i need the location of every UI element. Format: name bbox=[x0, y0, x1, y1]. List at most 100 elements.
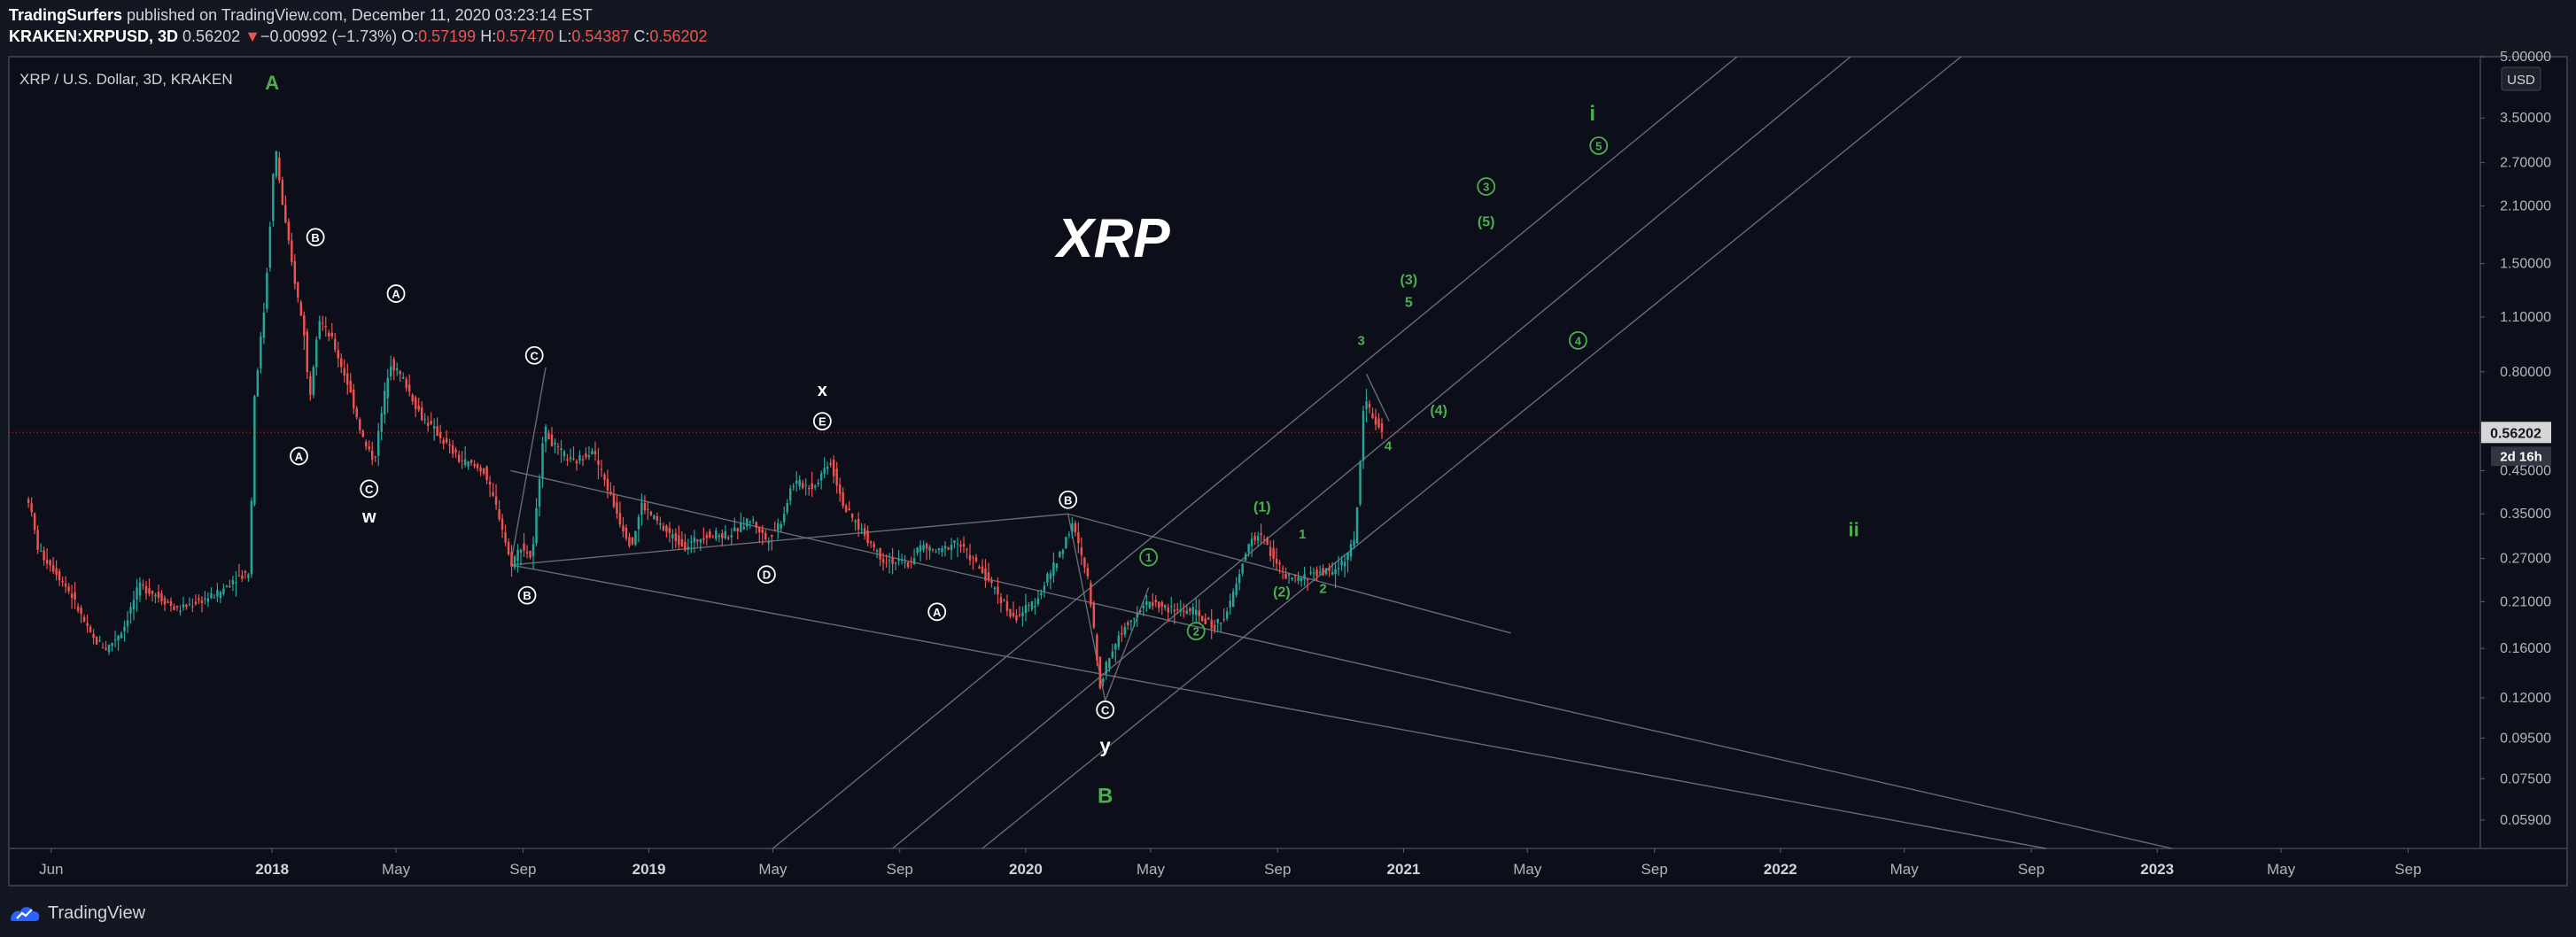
candle[interactable] bbox=[928, 546, 931, 551]
candle[interactable] bbox=[167, 601, 169, 603]
candle[interactable] bbox=[777, 523, 780, 531]
candle[interactable] bbox=[606, 478, 609, 491]
candle[interactable] bbox=[1061, 550, 1065, 554]
candle[interactable] bbox=[1074, 523, 1077, 532]
candle[interactable] bbox=[160, 592, 163, 601]
candle[interactable] bbox=[550, 434, 554, 446]
candle[interactable] bbox=[1036, 598, 1040, 604]
candle[interactable] bbox=[1377, 418, 1380, 428]
candle[interactable] bbox=[925, 543, 928, 549]
candle[interactable] bbox=[804, 484, 807, 486]
candle[interactable] bbox=[306, 331, 309, 373]
candle[interactable] bbox=[1253, 536, 1256, 540]
candle[interactable] bbox=[1114, 644, 1117, 650]
candle[interactable] bbox=[959, 545, 962, 547]
candle[interactable] bbox=[1092, 602, 1096, 628]
candle[interactable] bbox=[643, 503, 647, 511]
candle[interactable] bbox=[324, 325, 328, 327]
candle[interactable] bbox=[1213, 624, 1216, 631]
candle[interactable] bbox=[359, 419, 361, 430]
candle[interactable] bbox=[1179, 609, 1182, 612]
candle[interactable] bbox=[1052, 562, 1055, 577]
candle[interactable] bbox=[631, 538, 634, 545]
candle[interactable] bbox=[467, 461, 469, 467]
candle[interactable] bbox=[1337, 568, 1340, 569]
candle[interactable] bbox=[244, 570, 247, 573]
candle[interactable] bbox=[132, 600, 136, 609]
candle[interactable] bbox=[866, 530, 869, 544]
candle[interactable] bbox=[984, 568, 987, 581]
candle[interactable] bbox=[1121, 633, 1123, 635]
candle[interactable] bbox=[371, 451, 374, 460]
candle[interactable] bbox=[817, 482, 819, 484]
candle[interactable] bbox=[407, 384, 411, 391]
candle[interactable] bbox=[473, 464, 476, 467]
candle[interactable] bbox=[752, 519, 755, 521]
candle[interactable] bbox=[49, 560, 51, 566]
candle[interactable] bbox=[844, 505, 848, 512]
candle[interactable] bbox=[835, 468, 838, 486]
candle[interactable] bbox=[1080, 547, 1083, 555]
trendline[interactable] bbox=[510, 564, 2046, 849]
candle[interactable] bbox=[832, 460, 835, 476]
candle[interactable] bbox=[1322, 568, 1324, 576]
candle[interactable] bbox=[365, 441, 368, 447]
candle[interactable] bbox=[463, 459, 467, 466]
candle[interactable] bbox=[485, 467, 488, 481]
candle[interactable] bbox=[346, 373, 349, 385]
candle[interactable] bbox=[1368, 403, 1371, 408]
candle[interactable] bbox=[854, 520, 857, 523]
candle[interactable] bbox=[353, 390, 355, 409]
candle[interactable] bbox=[349, 380, 352, 393]
candle[interactable] bbox=[374, 456, 376, 458]
candle[interactable] bbox=[405, 378, 407, 389]
candle[interactable] bbox=[74, 592, 76, 600]
trendline[interactable] bbox=[1365, 373, 1390, 422]
candle[interactable] bbox=[1343, 561, 1346, 567]
candle[interactable] bbox=[560, 448, 563, 451]
candle[interactable] bbox=[1040, 592, 1043, 596]
candle[interactable] bbox=[1098, 656, 1102, 688]
candle[interactable] bbox=[1152, 601, 1154, 607]
candle[interactable] bbox=[916, 547, 919, 554]
candle[interactable] bbox=[222, 588, 225, 594]
candle[interactable] bbox=[1371, 413, 1374, 418]
candle[interactable] bbox=[547, 433, 550, 440]
candle[interactable] bbox=[616, 502, 618, 515]
candle[interactable] bbox=[194, 601, 198, 605]
candle[interactable] bbox=[1300, 577, 1303, 582]
candle[interactable] bbox=[229, 585, 231, 587]
candle[interactable] bbox=[185, 604, 188, 608]
candle[interactable] bbox=[1355, 507, 1359, 544]
candle[interactable] bbox=[438, 432, 442, 438]
candle[interactable] bbox=[718, 535, 721, 538]
candle[interactable] bbox=[612, 493, 616, 507]
candle[interactable] bbox=[328, 332, 330, 337]
candle[interactable] bbox=[392, 359, 395, 371]
candle[interactable] bbox=[554, 442, 556, 445]
candle[interactable] bbox=[1067, 534, 1071, 536]
candle[interactable] bbox=[266, 272, 268, 309]
candle[interactable] bbox=[780, 523, 782, 529]
candle[interactable] bbox=[758, 526, 761, 533]
candle[interactable] bbox=[216, 590, 219, 597]
candle[interactable] bbox=[1204, 618, 1207, 624]
candle[interactable] bbox=[315, 339, 318, 368]
candle[interactable] bbox=[457, 454, 461, 462]
candle[interactable] bbox=[389, 366, 392, 377]
candle[interactable] bbox=[1102, 678, 1105, 683]
candle[interactable] bbox=[401, 376, 405, 379]
candle[interactable] bbox=[1362, 411, 1365, 461]
trendline[interactable] bbox=[982, 56, 1962, 849]
candle[interactable] bbox=[978, 566, 981, 569]
candle[interactable] bbox=[767, 541, 770, 544]
candle[interactable] bbox=[494, 496, 498, 506]
candle[interactable] bbox=[250, 500, 253, 575]
candle[interactable] bbox=[1365, 401, 1368, 409]
candle[interactable] bbox=[1244, 554, 1247, 561]
candle[interactable] bbox=[1083, 557, 1086, 568]
candle[interactable] bbox=[885, 562, 888, 564]
candle[interactable] bbox=[1262, 538, 1266, 540]
candle[interactable] bbox=[1127, 622, 1129, 625]
candle[interactable] bbox=[968, 554, 972, 561]
